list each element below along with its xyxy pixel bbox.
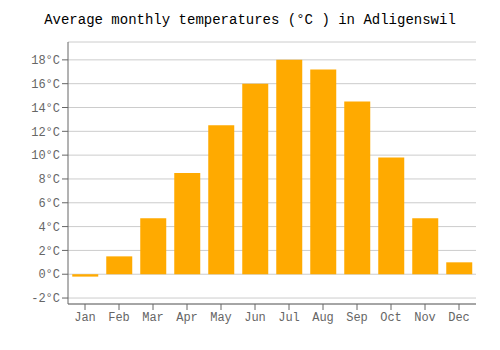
svg-text:Oct: Oct [380,311,402,325]
svg-text:8°C: 8°C [38,173,60,187]
svg-text:Apr: Apr [176,311,198,325]
svg-text:0°C: 0°C [38,268,60,282]
svg-text:10°C: 10°C [31,149,60,163]
svg-text:Feb: Feb [108,311,130,325]
svg-text:May: May [210,311,232,325]
svg-text:Nov: Nov [414,311,436,325]
svg-text:6°C: 6°C [38,197,60,211]
html-text:Average monthly temperatures (: Average monthly temperatures (°C ) in Ad… [44,12,456,28]
svg-text:12°C: 12°C [31,126,60,140]
svg-text:Sep: Sep [346,311,368,325]
svg-text:Jun: Jun [244,311,266,325]
svg-text:18°C: 18°C [31,54,60,68]
svg-text:Jan: Jan [74,311,96,325]
svg-text:4°C: 4°C [38,221,60,235]
svg-text:-2°C: -2°C [31,292,60,306]
svg-text:16°C: 16°C [31,78,60,92]
svg-text:14°C: 14°C [31,102,60,116]
svg-text:Mar: Mar [142,311,164,325]
svg-text:2°C: 2°C [38,245,60,259]
svg-text:Aug: Aug [312,311,334,325]
svg-text:Jul: Jul [278,311,300,325]
svg-text:Dec: Dec [448,311,470,325]
